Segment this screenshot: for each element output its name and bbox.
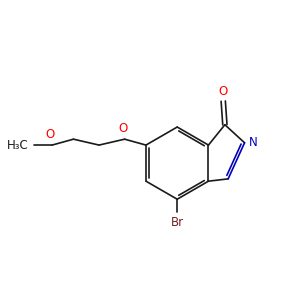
Text: O: O <box>118 122 127 135</box>
Text: N: N <box>249 136 258 148</box>
Text: O: O <box>46 128 55 141</box>
Text: O: O <box>219 85 228 98</box>
Text: H₃C: H₃C <box>7 139 28 152</box>
Text: Br: Br <box>171 216 184 229</box>
